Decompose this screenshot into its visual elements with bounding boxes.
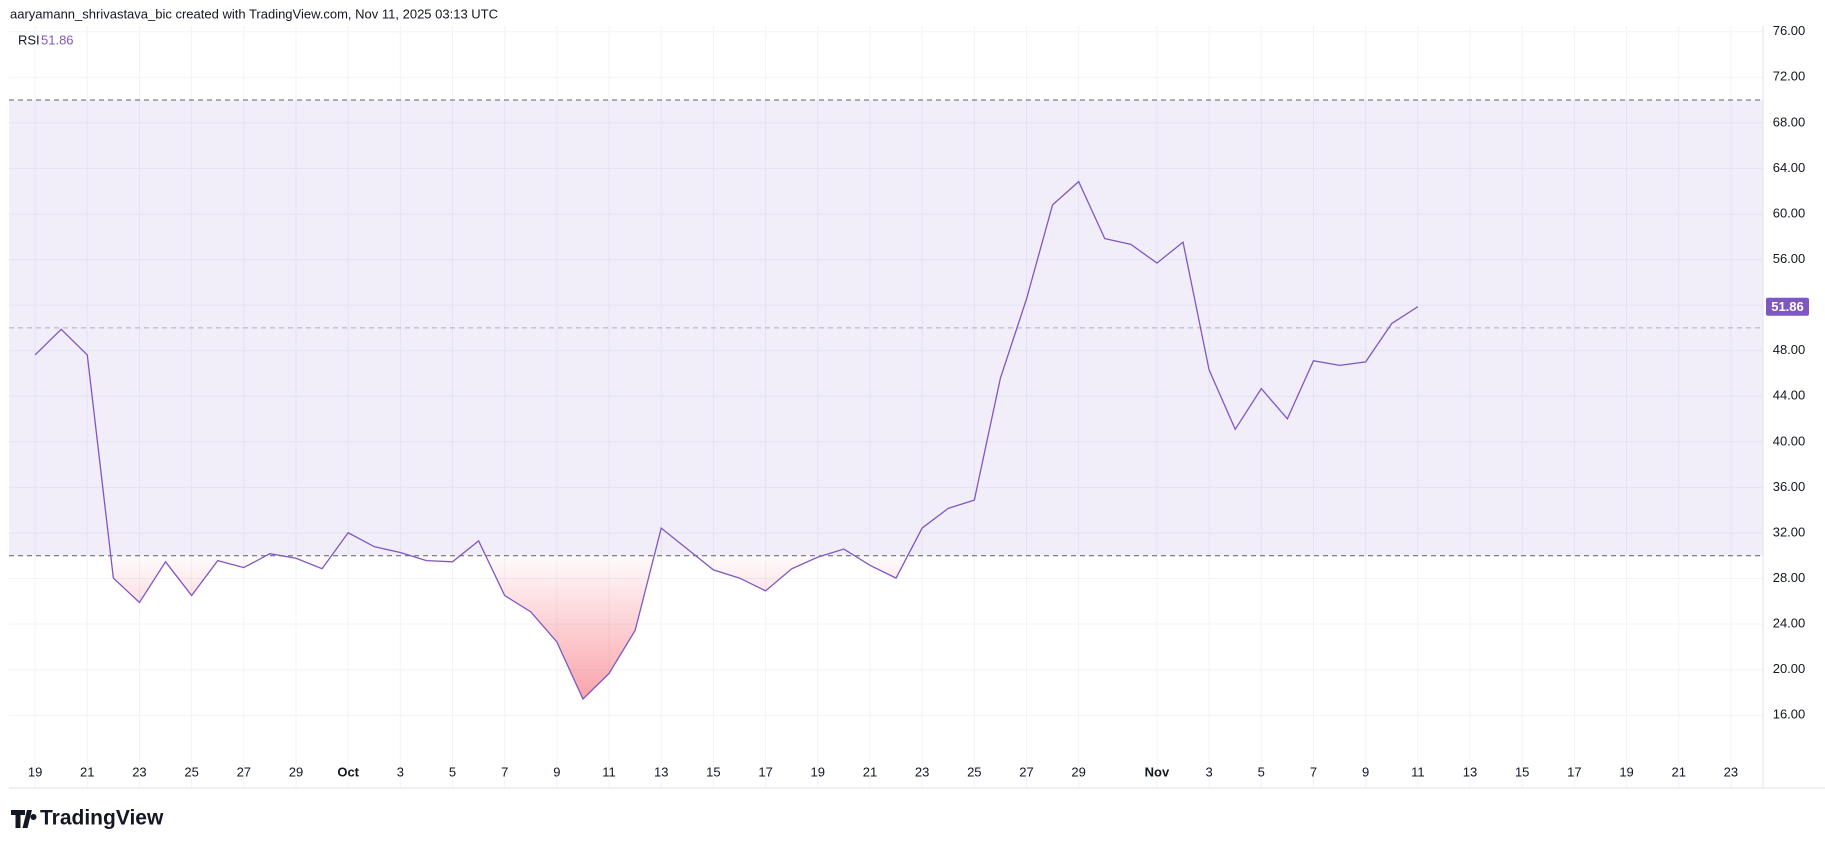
rsi-line — [34, 180, 1419, 701]
x-tick-label: 5 — [449, 764, 456, 779]
x-tick-label: 25 — [184, 764, 198, 779]
y-tick-label: 40.00 — [1773, 433, 1806, 448]
x-tick-label: 21 — [80, 764, 94, 779]
y-tick-label: 64.00 — [1773, 160, 1806, 175]
legend-name: RSI — [18, 32, 40, 47]
last-value-label: 51.86 — [1771, 299, 1804, 314]
y-tick-label: 24.00 — [1773, 616, 1806, 631]
plot — [34, 180, 1419, 701]
last-value-badge — [1766, 297, 1809, 316]
y-tick-label: 28.00 — [1773, 570, 1806, 585]
x-tick-label: 15 — [706, 764, 720, 779]
y-tick-label: 20.00 — [1773, 661, 1806, 676]
y-tick-label: 72.00 — [1773, 69, 1806, 84]
y-tick-label: 56.00 — [1773, 251, 1806, 266]
x-tick-label: 23 — [1724, 764, 1738, 779]
y-tick-label: 16.00 — [1773, 707, 1806, 722]
x-tick-label: 9 — [1362, 764, 1369, 779]
y-tick-label: 60.00 — [1773, 205, 1806, 220]
x-tick-label: 11 — [1411, 764, 1425, 779]
x-tick-label: 5 — [1258, 764, 1265, 779]
oversold-fill — [110, 555, 908, 699]
x-tick-label: 19 — [28, 764, 42, 779]
x-tick-label: 17 — [758, 764, 772, 779]
axes: 16.00 20.00 24.00 28.00 32.00 36.00 40.00 44.00… — [9, 23, 1825, 789]
x-tick-label: 13 — [1463, 764, 1477, 779]
x-tick-label: 29 — [289, 764, 303, 779]
x-tick-label: 9 — [553, 764, 560, 779]
y-tick-label: 76.00 — [1773, 23, 1806, 38]
x-tick-label: 7 — [501, 764, 508, 779]
legend-value: 51.86 — [41, 32, 74, 47]
x-tick-label: 23 — [915, 764, 929, 779]
y-tick-label: 44.00 — [1773, 388, 1806, 403]
bands — [9, 99, 1763, 557]
x-tick-label: 19 — [1619, 764, 1633, 779]
y-tick-label: 32.00 — [1773, 524, 1806, 539]
x-tick-label: 25 — [967, 764, 981, 779]
header: aaryamann_shrivastava_bic created with T… — [10, 6, 498, 21]
x-tick-label: 23 — [132, 764, 146, 779]
x-tick-label: 29 — [1071, 764, 1085, 779]
x-tick-label: 3 — [397, 764, 404, 779]
x-tick-label: 17 — [1567, 764, 1581, 779]
grid — [9, 26, 1763, 788]
x-tick-label: 21 — [863, 764, 877, 779]
x-tick-label: Oct — [337, 764, 359, 779]
brand-logo: TradingView — [11, 807, 164, 830]
x-tick-label: 11 — [602, 764, 616, 779]
x-tick-label: 3 — [1206, 764, 1213, 779]
x-tick-label: 27 — [1019, 764, 1033, 779]
y-tick-label: 48.00 — [1773, 342, 1806, 357]
x-tick-label: 27 — [237, 764, 251, 779]
y-tick-label: 68.00 — [1773, 114, 1806, 129]
brand-name: TradingView — [40, 807, 164, 830]
x-tick-label: 13 — [654, 764, 668, 779]
x-tick-label: 7 — [1310, 764, 1317, 779]
x-tick-label: 21 — [1671, 764, 1685, 779]
x-tick-label: 15 — [1515, 764, 1529, 779]
x-tick-label: Nov — [1145, 764, 1170, 779]
y-tick-label: 36.00 — [1773, 479, 1806, 494]
x-tick-label: 19 — [811, 764, 825, 779]
